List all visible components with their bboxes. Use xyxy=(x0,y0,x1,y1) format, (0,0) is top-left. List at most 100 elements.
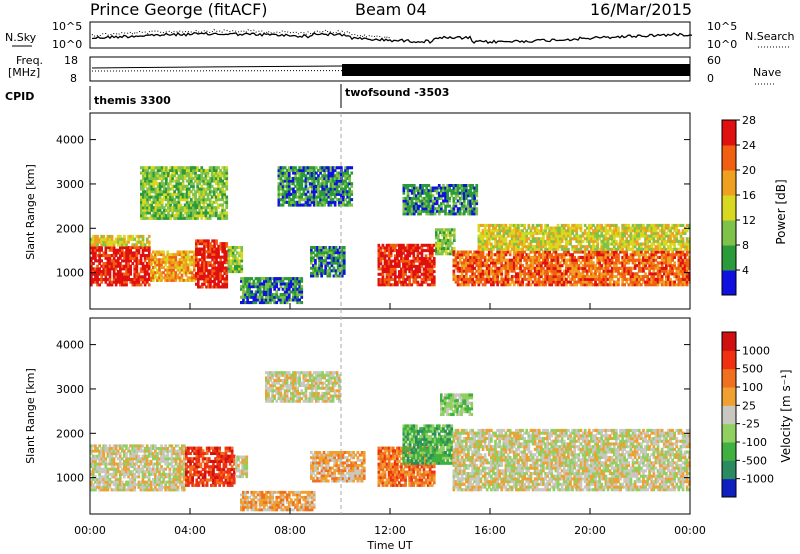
heatmap-cell xyxy=(583,231,587,235)
heatmap-cell xyxy=(169,216,172,220)
heatmap-cell xyxy=(439,244,442,248)
heatmap-cell xyxy=(662,223,666,227)
heatmap-cell xyxy=(145,264,149,268)
heatmap-cell xyxy=(687,261,691,265)
heatmap-cell xyxy=(100,264,103,268)
heatmap-cell xyxy=(114,254,118,258)
heatmap-cell xyxy=(594,280,597,284)
heatmap-cell xyxy=(385,280,389,284)
heatmap-region xyxy=(377,243,436,287)
heatmap-cell xyxy=(318,266,321,270)
heatmap-cell xyxy=(242,298,245,302)
heatmap-cell xyxy=(330,248,334,252)
heatmap-cell xyxy=(604,272,608,276)
heatmap-cell xyxy=(150,206,154,210)
heatmap-cell xyxy=(285,179,289,183)
heatmap-cell xyxy=(198,179,201,183)
heatmap-cell xyxy=(481,264,485,268)
heatmap-cell xyxy=(644,239,647,243)
heatmap-cell xyxy=(333,200,337,204)
heatmap-cell xyxy=(213,274,216,278)
heatmap-cell xyxy=(292,290,295,294)
heatmap-cell xyxy=(565,280,568,284)
heatmap-cell xyxy=(546,277,549,281)
heatmap-cell xyxy=(527,258,531,262)
heatmap-cell xyxy=(94,256,97,260)
heatmap-cell xyxy=(396,283,399,287)
heatmap-cell xyxy=(529,269,533,273)
heatmap-cell xyxy=(217,274,220,278)
heatmap-cell xyxy=(671,283,674,287)
heatmap-cell xyxy=(213,250,216,254)
heatmap-cell xyxy=(281,184,285,188)
heatmap-cell xyxy=(143,254,147,258)
heatmap-cell xyxy=(318,248,321,252)
heatmap-cell xyxy=(540,247,543,251)
heatmap-cell xyxy=(490,229,493,233)
heatmap-cell xyxy=(660,242,664,246)
heatmap-cell xyxy=(320,264,323,268)
heatmap-cell xyxy=(279,187,283,191)
heatmap-cell xyxy=(294,298,297,302)
heatmap-cell xyxy=(290,203,293,207)
heatmap-cell xyxy=(196,179,199,183)
heatmap-cell xyxy=(123,278,126,282)
heatmap-cell xyxy=(594,266,597,270)
heatmap-cell xyxy=(116,234,120,239)
heatmap-cell xyxy=(337,166,341,170)
heatmap-cell xyxy=(323,187,326,191)
heatmap-cell xyxy=(560,272,564,276)
heatmap-cell xyxy=(654,234,658,238)
heatmap-cell xyxy=(145,248,149,252)
heatmap-cell xyxy=(231,251,235,255)
heatmap-cell xyxy=(308,174,312,178)
heatmap-cell xyxy=(652,226,656,230)
heatmap-cell xyxy=(202,179,206,183)
heatmap-cell xyxy=(525,229,529,233)
heatmap-cell xyxy=(269,295,272,299)
heatmap-cell xyxy=(121,259,124,263)
heatmap-cell xyxy=(452,253,456,257)
heatmap-cell xyxy=(300,195,304,199)
heatmap-cell xyxy=(506,226,510,230)
heatmap-cell xyxy=(662,247,666,251)
heatmap-cell xyxy=(184,258,188,262)
heatmap-cell xyxy=(535,272,539,276)
heatmap-cell xyxy=(167,187,170,191)
heatmap-cell xyxy=(320,274,323,278)
heatmap-cell xyxy=(650,247,654,251)
heatmap-cell xyxy=(662,250,666,254)
heatmap-cell xyxy=(398,254,401,258)
heatmap-cell xyxy=(621,247,624,251)
heatmap-cell xyxy=(422,272,426,276)
heatmap-cell xyxy=(665,283,668,287)
heatmap-cell xyxy=(190,216,193,220)
heatmap-cell xyxy=(314,264,317,268)
heatmap-cell xyxy=(337,192,341,196)
heatmap-cell xyxy=(144,179,147,183)
heatmap-cell xyxy=(537,229,541,233)
heatmap-cell xyxy=(181,171,185,175)
heatmap-cell xyxy=(318,251,321,255)
heatmap-cell xyxy=(156,174,160,178)
heatmap-cell xyxy=(195,274,198,278)
heatmap-cell xyxy=(169,176,172,180)
heatmap-cell xyxy=(533,253,537,257)
heatmap-cell xyxy=(562,250,566,254)
heatmap-cell xyxy=(332,248,336,252)
heatmap-cell xyxy=(342,248,346,252)
heatmap-cell xyxy=(671,250,674,254)
heatmap-cell xyxy=(454,277,458,281)
heatmap-cell xyxy=(174,273,178,277)
heatmap-cell xyxy=(469,277,472,281)
heatmap-cell xyxy=(646,266,649,270)
heatmap-cell xyxy=(642,247,645,251)
heatmap-cell xyxy=(485,247,489,251)
freq-label-1: Freq. xyxy=(16,54,43,67)
heatmap-cell xyxy=(217,255,220,259)
heatmap-cell xyxy=(562,247,566,251)
heatmap-cell xyxy=(123,240,126,244)
heatmap-cell xyxy=(654,280,658,284)
heatmap-cell xyxy=(195,250,198,254)
heatmap-cell xyxy=(422,257,426,260)
